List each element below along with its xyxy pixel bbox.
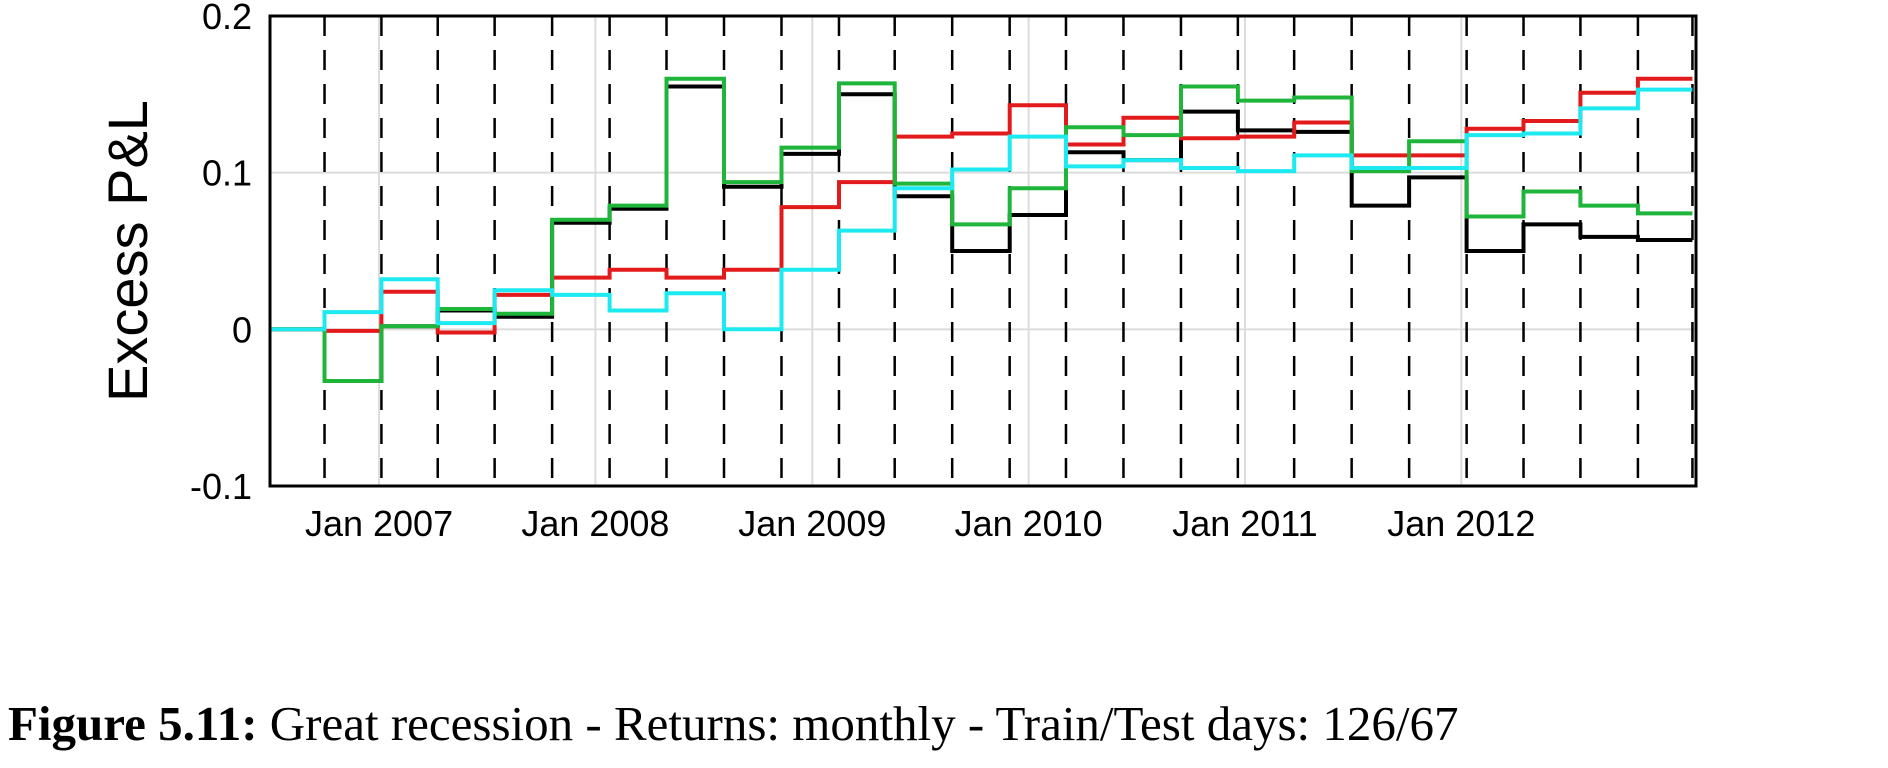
x-tick-label: Jan 2010	[955, 503, 1103, 544]
y-tick-label: 0.1	[202, 153, 252, 194]
figure-caption: Figure 5.11: Great recession - Returns: …	[8, 695, 1883, 752]
caption-text: Great recession - Returns: monthly - Tra…	[269, 696, 1459, 751]
x-tick-label: Jan 2008	[521, 503, 669, 544]
x-tick-label: Jan 2009	[738, 503, 886, 544]
series-line-2	[270, 76, 1693, 335]
excess-pnl-chart: -0.100.10.2 Jan 2007 Jan 2008 Jan 2009 Jan …	[96, 0, 1698, 544]
x-tick-label: Jan 2011	[1172, 503, 1317, 544]
x-tick-label: Jan 2012	[1387, 503, 1535, 544]
test-window-markers	[323, 16, 1694, 486]
series-line-1	[270, 84, 1693, 383]
x-tick-label: Jan 2007	[305, 503, 453, 544]
caption-label: Figure 5.11:	[8, 696, 258, 751]
y-axis-label: Excess P&L	[96, 100, 159, 402]
x-tick-labels: Jan 2007 Jan 2008 Jan 2009 Jan 2010 Jan 2011…	[305, 503, 1535, 544]
series-lines	[270, 76, 1693, 383]
plot-frame	[268, 14, 1698, 488]
y-tick-label: -0.1	[190, 466, 252, 507]
y-tick-labels: -0.1 0 0.1 0.2	[190, 0, 252, 507]
y-tick-label: 0.2	[202, 0, 252, 37]
chart-container: -0.1 0 0.1 0.2 Jan 2007 Jan 2008 Jan 2009 Jan …	[96, 0, 1698, 544]
series-line-4	[270, 87, 1693, 332]
series-line-3	[270, 76, 1693, 383]
y-tick-label: 0	[232, 309, 252, 350]
